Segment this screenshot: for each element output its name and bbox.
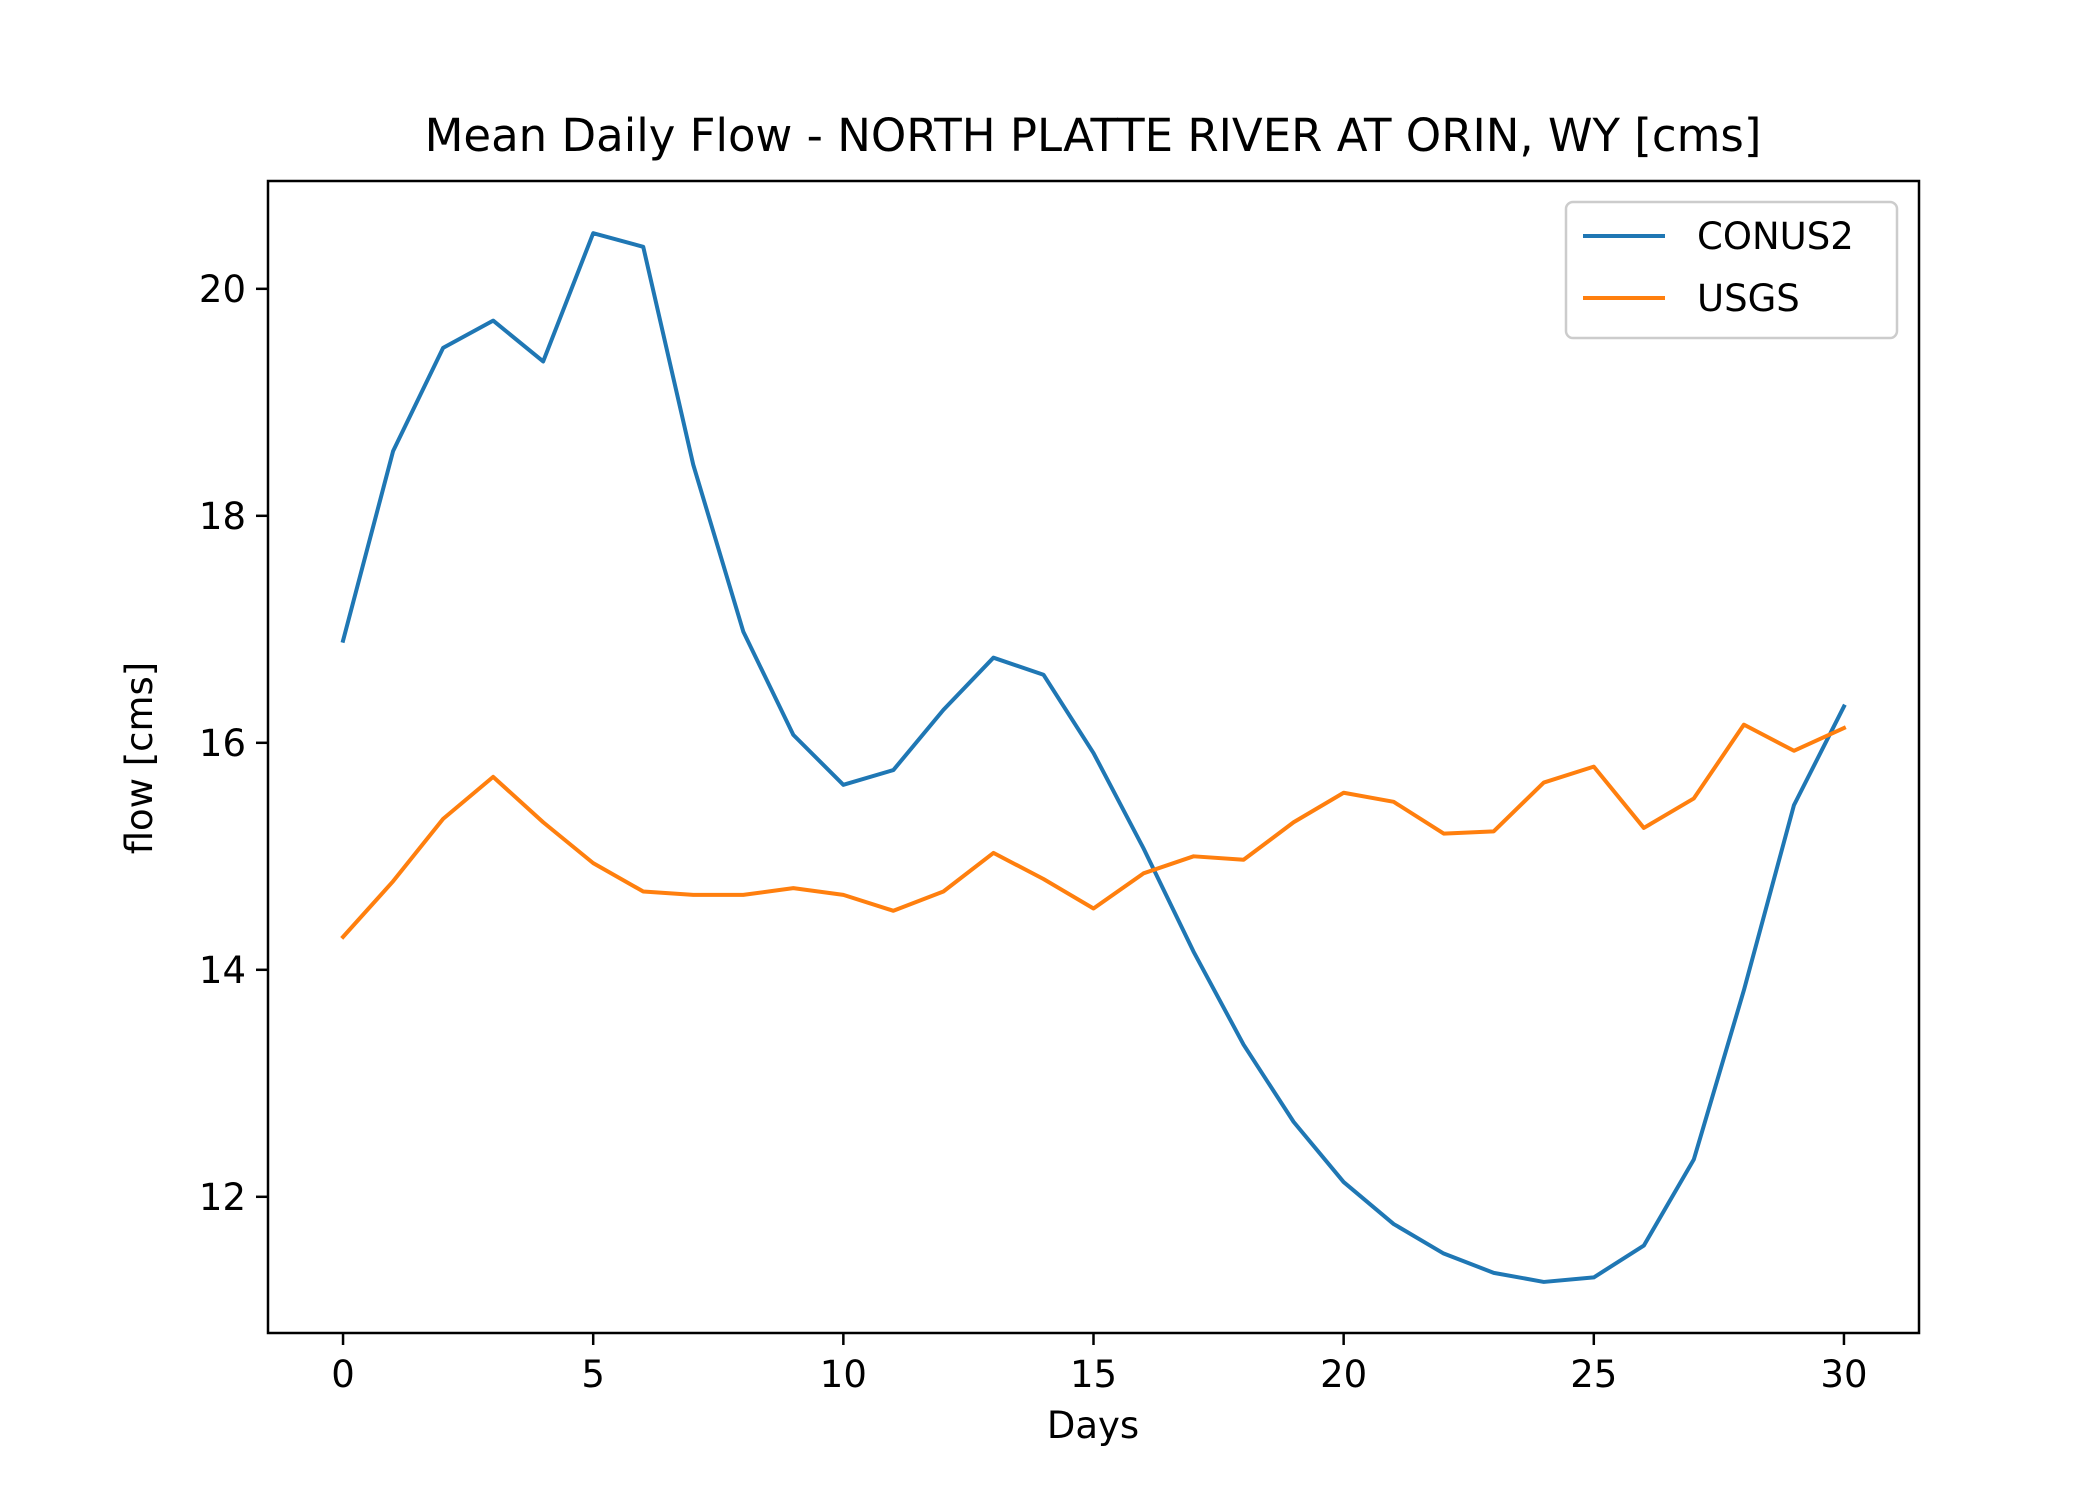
axis-ticks: 0 5 10 15 20 25 30 12 14 16 18 20 bbox=[199, 268, 1868, 1396]
y-tick-label: 12 bbox=[199, 1176, 246, 1219]
plot-frame bbox=[266, 179, 1921, 1335]
legend-label-conus2: CONUS2 bbox=[1697, 215, 1854, 258]
x-tick-label: 0 bbox=[331, 1353, 355, 1396]
legend: CONUS2 USGS bbox=[1564, 200, 1899, 340]
x-tick-label: 15 bbox=[1070, 1353, 1117, 1396]
x-tick-label: 25 bbox=[1570, 1353, 1617, 1396]
x-tick-label: 20 bbox=[1320, 1353, 1367, 1396]
series-lines bbox=[340, 231, 1847, 1284]
y-axis-label: flow [cms] bbox=[118, 662, 161, 855]
series-line-conus2 bbox=[340, 231, 1847, 1284]
x-tick-label: 10 bbox=[820, 1353, 867, 1396]
y-tick-label: 18 bbox=[199, 495, 246, 538]
x-axis-label: Days bbox=[1047, 1404, 1139, 1447]
x-tick-label: 30 bbox=[1820, 1353, 1867, 1396]
y-tick-label: 14 bbox=[199, 949, 246, 992]
x-tick-label: 5 bbox=[581, 1353, 605, 1396]
y-tick-label: 20 bbox=[199, 268, 246, 311]
chart-title: Mean Daily Flow - NORTH PLATTE RIVER AT … bbox=[425, 109, 1762, 162]
series-line-usgs bbox=[340, 722, 1847, 940]
y-tick-label: 16 bbox=[199, 722, 246, 765]
legend-label-usgs: USGS bbox=[1697, 277, 1800, 320]
